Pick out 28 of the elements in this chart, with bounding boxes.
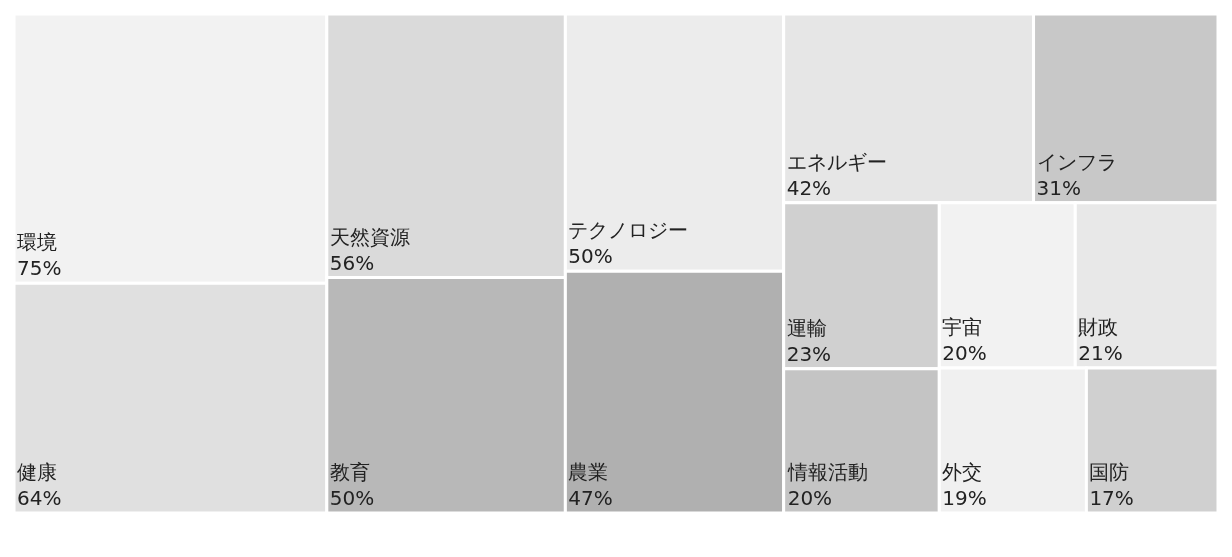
category-label: 農業 — [568, 460, 609, 484]
data-label: 47% — [568, 486, 613, 510]
data-label: 56% — [329, 250, 375, 275]
category-label: 健康 — [17, 460, 57, 484]
category-label: テクノロジー — [568, 218, 689, 243]
data-label: 19% — [942, 486, 987, 510]
category-label: インフラ — [1036, 149, 1117, 174]
data-label: 17% — [1089, 486, 1134, 510]
data-label: 50% — [329, 486, 375, 510]
data-label: 75% — [17, 256, 62, 281]
category-label: 情報活動 — [786, 460, 868, 484]
category-label: 財政 — [1078, 314, 1119, 339]
category-label: 国防 — [1089, 460, 1130, 484]
category-label: 教育 — [329, 460, 370, 484]
data-label: 64% — [17, 486, 62, 510]
data-label: 23% — [786, 341, 832, 366]
data-label: 50% — [568, 244, 613, 269]
category-label: エネルギー — [786, 149, 887, 174]
category-label: 宇宙 — [942, 314, 983, 339]
category-label: 外交 — [942, 460, 983, 484]
category-label: 環境 — [17, 230, 57, 255]
data-label: 42% — [786, 175, 832, 200]
category-label: 天然資源 — [329, 224, 410, 249]
data-label: 20% — [787, 486, 833, 510]
category-label: 運輸 — [786, 315, 827, 340]
data-label: 21% — [1078, 340, 1123, 365]
data-label: 20% — [942, 340, 987, 365]
data-label: 31% — [1036, 175, 1082, 200]
